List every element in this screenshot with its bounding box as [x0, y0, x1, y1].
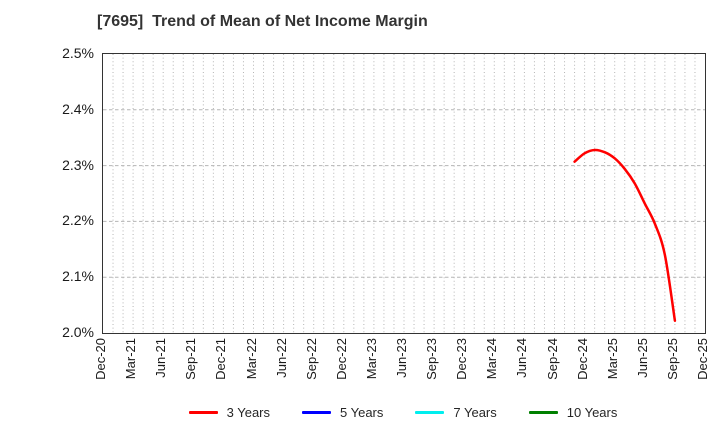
- x-tick-label: Sep-24: [544, 338, 560, 380]
- x-tick-label: Dec-25: [695, 338, 710, 380]
- legend-item-5-years: 5 Years: [302, 405, 383, 420]
- plot-canvas: [103, 54, 705, 333]
- x-tick-label: Sep-21: [183, 338, 199, 380]
- y-tick-label: 2.2%: [62, 212, 94, 229]
- legend-label-7-years: 7 Years: [453, 405, 497, 420]
- legend-item-10-years: 10 Years: [528, 405, 618, 420]
- legend-line-7-years: [415, 411, 445, 414]
- x-tick-label: Sep-23: [424, 338, 440, 380]
- x-tick-label: Sep-25: [664, 338, 680, 380]
- x-tick-label: Dec-20: [93, 338, 108, 380]
- x-tick-label: Dec-21: [213, 338, 229, 380]
- x-tick-label: Dec-23: [454, 338, 470, 380]
- x-tick-label: Mar-23: [363, 338, 379, 380]
- legend-line-5-years: [302, 411, 331, 414]
- plot-area: [102, 53, 706, 334]
- x-tick-label: Mar-22: [243, 338, 259, 380]
- series-line-3-years: [573, 148, 677, 322]
- gridlines: [103, 54, 705, 333]
- x-tick-label: Jun-24: [514, 338, 530, 378]
- y-tick-label: 2.4%: [62, 100, 94, 117]
- x-tick-label: Mar-24: [484, 338, 500, 380]
- x-tick-label: Jun-23: [394, 338, 409, 378]
- x-tick-label: Jun-22: [273, 338, 289, 378]
- legend-label-10-years: 10 Years: [566, 405, 618, 420]
- legend-item-3-years: 3 Years: [188, 405, 270, 420]
- x-tick-label: Jun-21: [153, 338, 169, 378]
- y-tick-label: 2.0%: [62, 324, 94, 340]
- legend-label-3-years: 3 Years: [226, 405, 270, 420]
- legend-line-3-years: [188, 411, 218, 414]
- legend-label-5-years: 5 Years: [340, 405, 384, 420]
- x-tick-label: Dec-22: [333, 338, 349, 380]
- x-tick-label: Mar-25: [604, 338, 620, 380]
- y-tick-label: 2.1%: [62, 268, 94, 285]
- x-tick-label: Mar-21: [123, 338, 139, 380]
- chart-title: [7695] Trend of Mean of Net Income Margi…: [97, 13, 428, 30]
- x-tick-label: Dec-24: [574, 338, 590, 380]
- y-tick-label: 2.3%: [62, 156, 94, 173]
- legend-item-7-years: 7 Years: [415, 405, 497, 420]
- x-tick-label: Sep-22: [303, 338, 319, 380]
- x-tick-label: Jun-25: [634, 338, 650, 378]
- y-tick-label: 2.5%: [62, 45, 94, 61]
- legend: 3 Years 5 Years 7 Years 10 Years: [102, 405, 704, 420]
- legend-line-10-years: [528, 411, 558, 414]
